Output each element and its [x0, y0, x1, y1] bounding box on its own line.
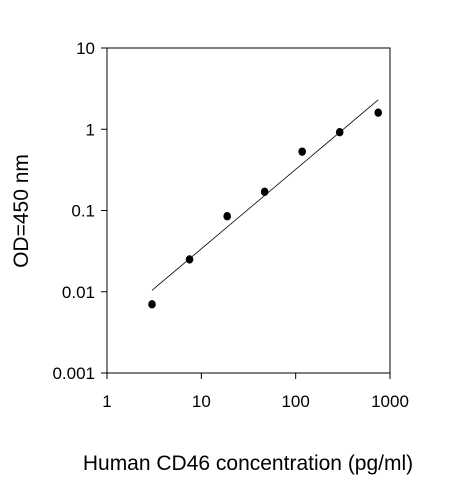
plot-frame	[106, 47, 391, 374]
data-point	[374, 108, 383, 117]
data-point	[298, 147, 306, 156]
y-tick-label: 0.01	[62, 283, 95, 302]
data-point	[185, 255, 194, 264]
y-axis-title: OD=450 nm	[10, 154, 33, 268]
y-tick-label: 10	[76, 39, 95, 58]
data-points	[148, 108, 383, 309]
y-tick-label: 1	[86, 120, 95, 139]
data-point	[335, 127, 344, 137]
x-tick-label: 1	[102, 392, 111, 411]
x-axis: 1 10 100 1000	[102, 373, 409, 411]
y-tick-label: 0.1	[71, 202, 95, 221]
x-tick-label: 1000	[371, 392, 409, 411]
x-tick-label: 10	[192, 392, 211, 411]
data-point	[223, 212, 231, 221]
y-tick-label: 0.001	[52, 364, 95, 383]
y-axis: 0.001 0.01 0.1 1 10	[52, 39, 107, 383]
x-tick-label: 100	[281, 392, 309, 411]
data-point	[260, 187, 269, 196]
data-point	[148, 300, 156, 309]
x-axis-title: Human CD46 concentration (pg/ml)	[83, 452, 413, 475]
